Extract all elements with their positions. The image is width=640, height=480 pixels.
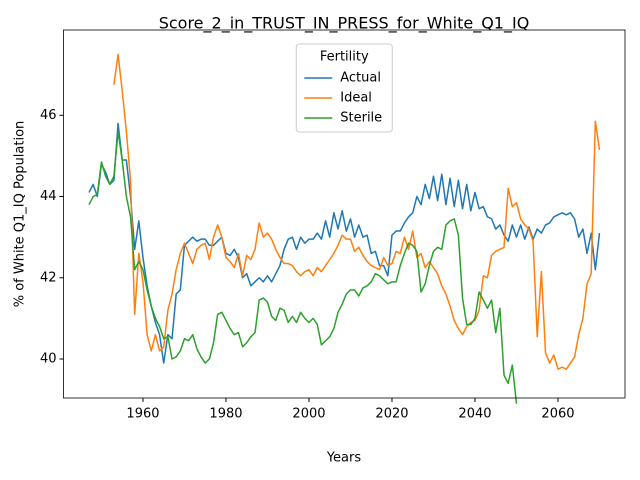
x-tick-label: 2000 bbox=[292, 407, 325, 422]
legend-label: Actual bbox=[340, 71, 381, 86]
x-tick-label: 1980 bbox=[209, 407, 242, 422]
x-axis-label: Years bbox=[326, 451, 362, 466]
y-tick-label: 42 bbox=[40, 270, 57, 285]
x-tick-label: 2040 bbox=[458, 407, 491, 422]
plot-frame bbox=[63, 29, 626, 399]
legend-label: Sterile bbox=[340, 111, 382, 126]
x-tick-label: 2020 bbox=[375, 407, 408, 422]
legend-title: Fertility bbox=[320, 50, 369, 65]
x-tick-label: 2060 bbox=[541, 407, 574, 422]
y-tick-label: 40 bbox=[40, 352, 57, 367]
legend: Fertility Actual Ideal Sterile bbox=[295, 43, 393, 133]
data-line bbox=[88, 122, 601, 364]
legend-box bbox=[295, 43, 393, 133]
legend-label: Ideal bbox=[340, 91, 372, 106]
chart-title: Score_2_in_TRUST_IN_PRESS_for_White_Q1_I… bbox=[159, 14, 530, 34]
x-tick-label: 1960 bbox=[126, 407, 159, 422]
data-line bbox=[88, 130, 518, 404]
y-tick-label: 44 bbox=[40, 189, 57, 204]
y-tick-label: 46 bbox=[40, 108, 57, 123]
data-line bbox=[113, 53, 601, 370]
y-axis-label: % of White Q1_IQ Population bbox=[13, 121, 28, 308]
